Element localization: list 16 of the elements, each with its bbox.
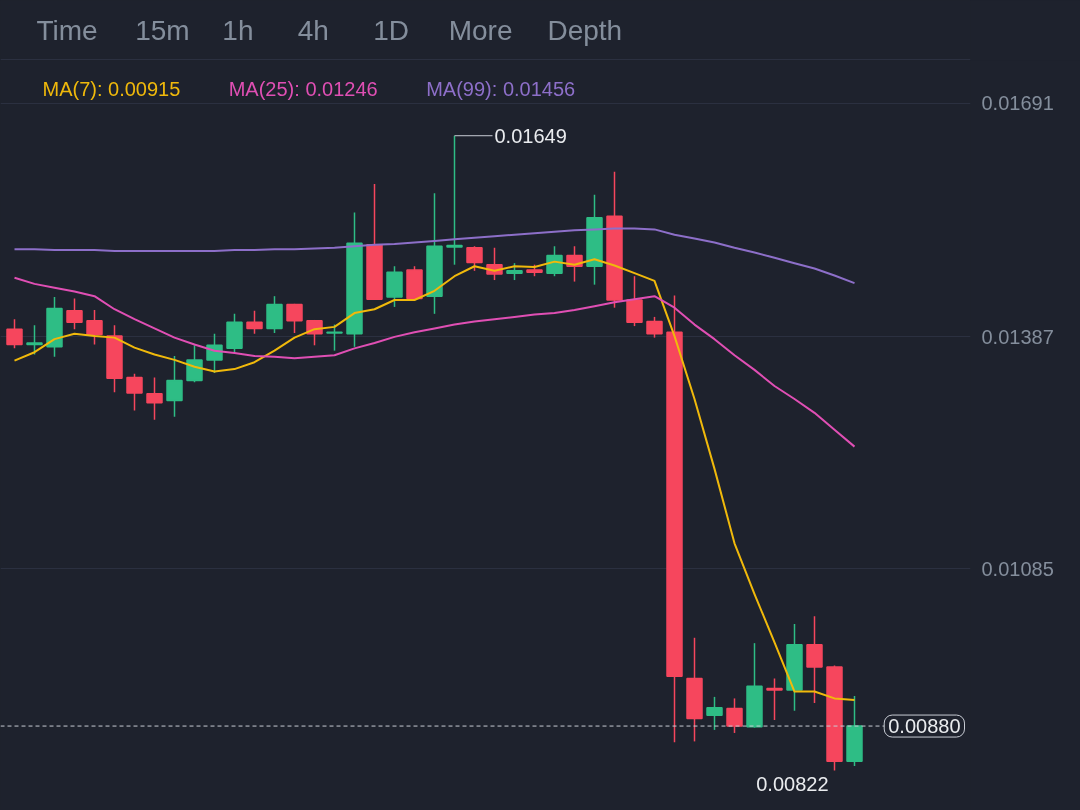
annotation: 0.00822 — [756, 772, 829, 795]
y-tick-label: 0.01085 — [981, 557, 1054, 580]
annotation: 0.01649 — [494, 124, 567, 147]
text: Time — [36, 15, 98, 46]
text: More — [448, 15, 513, 46]
y-tick-label: 0.01691 — [981, 92, 1054, 115]
text: 1D — [373, 15, 410, 46]
text: Depth — [547, 15, 623, 46]
text: MA(99): 0.01456 — [426, 77, 576, 100]
ref-line-label: 0.00880 — [888, 715, 961, 738]
y-tick-label: 0.01387 — [981, 325, 1054, 348]
text: 15m — [135, 15, 190, 46]
text: 1h — [222, 15, 254, 46]
text: MA(25): 0.01246 — [228, 77, 378, 100]
text: MA(7): 0.00915 — [42, 77, 181, 100]
text: 4h — [297, 15, 329, 46]
